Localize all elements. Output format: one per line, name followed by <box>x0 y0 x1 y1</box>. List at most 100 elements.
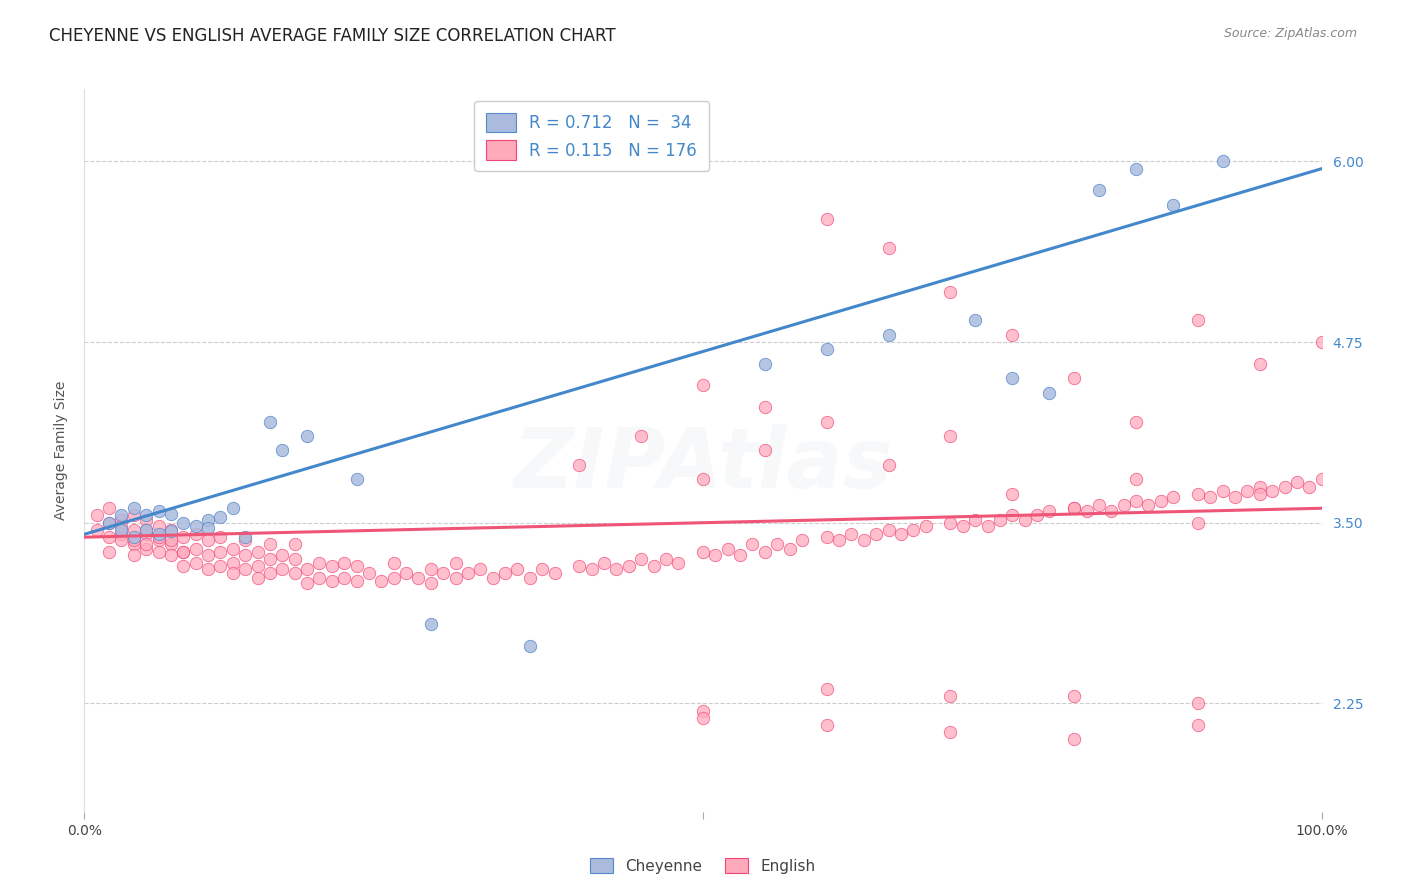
Point <box>271 548 294 562</box>
Point <box>382 556 405 570</box>
Point <box>135 527 157 541</box>
Point <box>271 562 294 576</box>
Point <box>148 504 170 518</box>
Point <box>259 537 281 551</box>
Point <box>754 400 776 414</box>
Point <box>754 443 776 458</box>
Point <box>135 541 157 556</box>
Point <box>246 559 269 574</box>
Point <box>457 566 479 581</box>
Point <box>1187 516 1209 530</box>
Point <box>259 566 281 581</box>
Legend: R = 0.712   N =  34, R = 0.115   N = 176: R = 0.712 N = 34, R = 0.115 N = 176 <box>474 101 709 171</box>
Point <box>976 518 998 533</box>
Point <box>1161 198 1184 212</box>
Point <box>98 516 121 530</box>
Point <box>148 530 170 544</box>
Point <box>1249 480 1271 494</box>
Point <box>197 548 219 562</box>
Point <box>988 513 1011 527</box>
Point <box>197 562 219 576</box>
Point <box>877 327 900 342</box>
Point <box>519 639 541 653</box>
Point <box>1298 480 1320 494</box>
Point <box>172 544 194 558</box>
Point <box>815 212 838 227</box>
Point <box>815 530 838 544</box>
Point <box>877 241 900 255</box>
Point <box>939 429 962 443</box>
Point <box>1310 334 1333 349</box>
Point <box>135 523 157 537</box>
Point <box>506 562 529 576</box>
Point <box>222 501 245 516</box>
Point <box>1261 483 1284 498</box>
Point <box>1212 483 1234 498</box>
Legend: Cheyenne, English: Cheyenne, English <box>585 852 821 880</box>
Point <box>790 533 813 547</box>
Text: ZIPAtlas: ZIPAtlas <box>513 425 893 506</box>
Point <box>1112 499 1135 513</box>
Point <box>1076 504 1098 518</box>
Point <box>965 313 987 327</box>
Point <box>284 566 307 581</box>
Point <box>568 458 591 472</box>
Point <box>110 518 132 533</box>
Point <box>148 527 170 541</box>
Point <box>122 530 145 544</box>
Point <box>1187 313 1209 327</box>
Point <box>1014 513 1036 527</box>
Text: CHEYENNE VS ENGLISH AVERAGE FAMILY SIZE CORRELATION CHART: CHEYENNE VS ENGLISH AVERAGE FAMILY SIZE … <box>49 27 616 45</box>
Point <box>209 544 232 558</box>
Point <box>779 541 801 556</box>
Point <box>172 559 194 574</box>
Point <box>246 544 269 558</box>
Point <box>593 556 616 570</box>
Point <box>321 574 343 588</box>
Point <box>122 523 145 537</box>
Point <box>346 559 368 574</box>
Point <box>184 556 207 570</box>
Point <box>605 562 627 576</box>
Point <box>1187 487 1209 501</box>
Point <box>1223 490 1246 504</box>
Point <box>754 544 776 558</box>
Point <box>148 518 170 533</box>
Point <box>321 559 343 574</box>
Point <box>395 566 418 581</box>
Point <box>259 551 281 566</box>
Point <box>1099 504 1122 518</box>
Point <box>939 725 962 739</box>
Point <box>122 501 145 516</box>
Point <box>444 571 467 585</box>
Point <box>1063 501 1085 516</box>
Point <box>815 415 838 429</box>
Point <box>728 548 751 562</box>
Point <box>222 541 245 556</box>
Point <box>184 518 207 533</box>
Point <box>197 533 219 547</box>
Point <box>643 559 665 574</box>
Point <box>1125 161 1147 176</box>
Point <box>160 533 183 547</box>
Point <box>1137 499 1160 513</box>
Point <box>1063 689 1085 703</box>
Point <box>160 548 183 562</box>
Point <box>815 718 838 732</box>
Point <box>222 556 245 570</box>
Point <box>939 285 962 299</box>
Point <box>890 527 912 541</box>
Point <box>841 527 863 541</box>
Point <box>1161 490 1184 504</box>
Point <box>346 574 368 588</box>
Point <box>122 548 145 562</box>
Point <box>160 507 183 521</box>
Point <box>939 516 962 530</box>
Point <box>209 530 232 544</box>
Point <box>1001 327 1024 342</box>
Point <box>184 541 207 556</box>
Point <box>877 458 900 472</box>
Point <box>184 527 207 541</box>
Point <box>1249 357 1271 371</box>
Point <box>122 537 145 551</box>
